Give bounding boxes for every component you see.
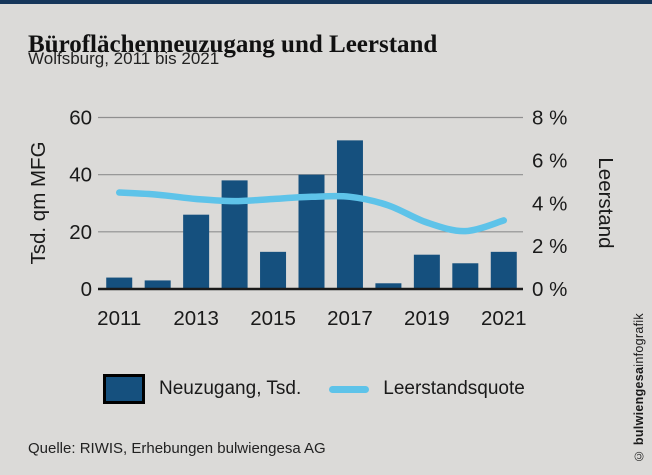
bar-2011 xyxy=(106,277,133,289)
svg-text:6 %: 6 % xyxy=(532,149,567,172)
top-accent-bar xyxy=(0,0,652,4)
bar-series-swatch xyxy=(103,374,145,404)
bar-2021 xyxy=(490,251,517,289)
svg-text:40: 40 xyxy=(69,164,92,187)
svg-text:0: 0 xyxy=(81,278,92,301)
svg-text:2013: 2013 xyxy=(173,307,219,330)
svg-text:2 %: 2 % xyxy=(532,235,567,258)
left-axis-title: Tsd. qm MFG xyxy=(27,141,50,264)
bar-2015 xyxy=(260,251,287,289)
svg-text:60: 60 xyxy=(69,107,92,130)
svg-text:8 %: 8 % xyxy=(532,107,567,130)
bar-2016 xyxy=(298,174,325,289)
bar-line-chart: 0 20 40 60 0 % 2 % 4 % 6 % 8 % 2011 2013 2015 2017 20… xyxy=(27,107,617,331)
credit-brand: bulwiengesa xyxy=(632,366,646,445)
credit-rest: infografik xyxy=(632,312,646,367)
bar-2019 xyxy=(413,254,440,289)
chart-legend: Neuzugang, Tsd. Leerstandsquote xyxy=(103,372,525,406)
svg-text:2015: 2015 xyxy=(250,307,296,330)
line-series-label: Leerstandsquote xyxy=(383,378,525,399)
vacancy-line xyxy=(115,189,508,235)
svg-text:2021: 2021 xyxy=(481,307,527,330)
svg-text:2017: 2017 xyxy=(327,307,373,330)
line-series-swatch xyxy=(329,385,370,393)
page-title: Büroflächenneuzugang und Leerstand xyxy=(28,30,438,58)
credit-prefix: © xyxy=(632,444,646,463)
credit-vertical: © bulwiengesainfografik xyxy=(632,313,646,463)
svg-text:4 %: 4 % xyxy=(532,192,567,215)
bar-2020 xyxy=(452,263,479,289)
page-subtitle: Wolfsburg, 2011 bis 2021 xyxy=(28,49,220,68)
bar-2014 xyxy=(221,180,248,289)
bar-2017 xyxy=(336,140,363,289)
svg-text:0 %: 0 % xyxy=(532,278,567,301)
bar-2013 xyxy=(183,214,210,289)
svg-text:2011: 2011 xyxy=(97,307,141,330)
bar-2018 xyxy=(375,283,402,289)
source-note: Quelle: RIWIS, Erhebungen bulwiengesa AG xyxy=(28,440,326,457)
right-axis-title: Leerstand xyxy=(594,157,617,248)
svg-text:20: 20 xyxy=(69,221,92,244)
bar-series-label: Neuzugang, Tsd. xyxy=(159,378,302,399)
svg-text:2019: 2019 xyxy=(404,307,450,330)
bar-2012 xyxy=(144,280,171,289)
